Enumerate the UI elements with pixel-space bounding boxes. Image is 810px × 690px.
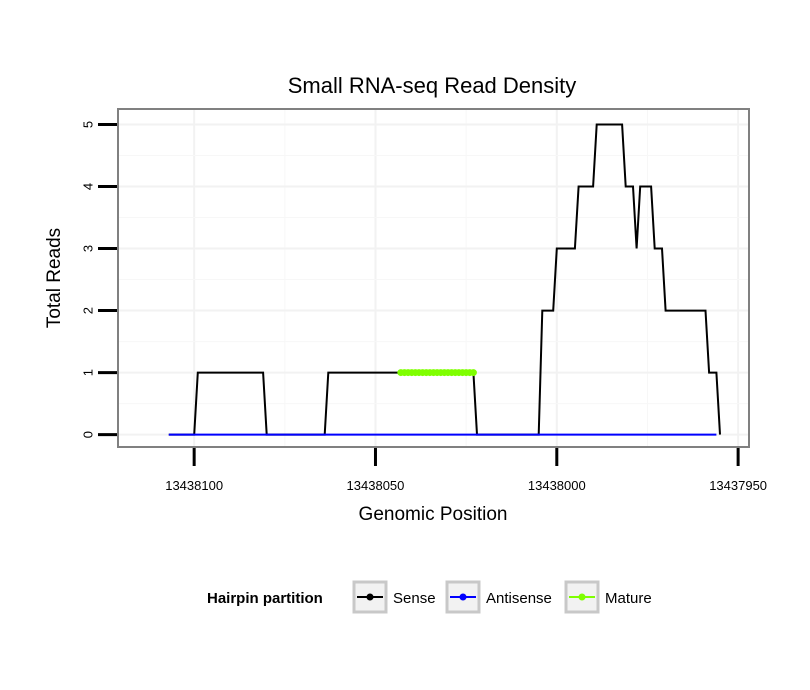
data-point-mature [469, 369, 477, 377]
legend-label-sense: Sense [393, 590, 436, 607]
y-tick-label: 3 [81, 245, 96, 252]
legend-label-antisense: Antisense [486, 590, 552, 607]
y-tick-label: 5 [81, 121, 96, 128]
x-axis: 13438100 13438050 13438000 13437950 [165, 448, 767, 493]
y-tick-label: 0 [81, 431, 96, 438]
x-tick-label: 13438000 [528, 478, 586, 493]
legend-entries: Sense Antisense Mature [352, 580, 652, 614]
x-tick-label: 13438050 [347, 478, 405, 493]
series-layer [168, 123, 721, 436]
legend-label-mature: Mature [605, 590, 652, 607]
legend-point-sense [366, 593, 374, 601]
y-axis-title: Total Reads [44, 228, 65, 328]
plot-border [117, 108, 750, 448]
legend-item-mature: Mature [564, 580, 652, 614]
legend-point-mature [578, 593, 586, 601]
chart-title: Small RNA-seq Read Density [288, 73, 577, 98]
y-tick-label: 2 [81, 307, 96, 314]
legend: Hairpin partition Sense Antisense Mature [207, 580, 652, 614]
legend-item-sense: Sense [352, 580, 436, 614]
grid [118, 109, 749, 447]
x-tick-label: 13437950 [709, 478, 767, 493]
legend-point-antisense [459, 593, 467, 601]
x-tick-label: 13438100 [165, 478, 223, 493]
y-tick-label: 4 [81, 183, 96, 190]
plot-panel [118, 109, 749, 447]
x-axis-title: Genomic Position [359, 504, 508, 525]
legend-item-antisense: Antisense [445, 580, 552, 614]
y-axis: 0 1 2 3 4 5 [81, 121, 117, 438]
legend-title: Hairpin partition [207, 590, 323, 607]
y-tick-label: 1 [81, 369, 96, 376]
